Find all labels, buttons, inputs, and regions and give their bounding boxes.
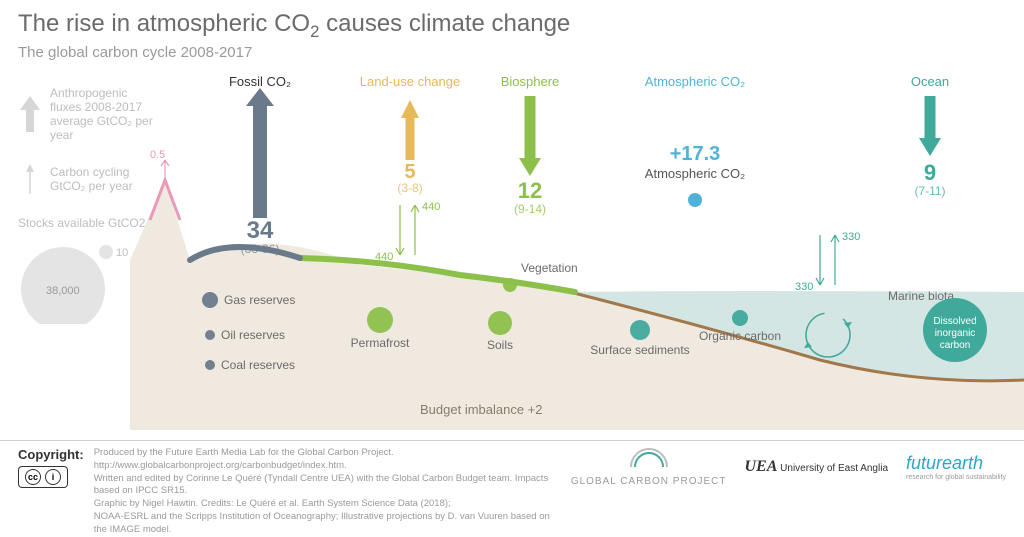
- svg-text:34: 34: [247, 217, 274, 244]
- credits-text: Produced by the Future Earth Media Lab f…: [94, 447, 561, 537]
- logo-uea: UEA University of East Anglia: [744, 458, 888, 476]
- svg-text:Coal reserves: Coal reserves: [221, 358, 295, 372]
- page-subtitle: The global carbon cycle 2008-2017: [18, 44, 570, 61]
- svg-text:330: 330: [842, 231, 860, 243]
- svg-text:(9-14): (9-14): [514, 202, 546, 216]
- flux-fossil: Fossil CO₂: [210, 74, 310, 91]
- svg-text:Organic carbon: Organic carbon: [699, 329, 781, 343]
- svg-text:inorganic: inorganic: [935, 328, 976, 339]
- svg-text:Dissolved: Dissolved: [933, 316, 976, 327]
- svg-text:Permafrost: Permafrost: [351, 336, 410, 350]
- flux-ocean: Ocean: [890, 74, 970, 91]
- svg-text:carbon: carbon: [940, 340, 971, 351]
- svg-text:(3-8): (3-8): [397, 181, 422, 195]
- svg-text:330: 330: [795, 281, 813, 293]
- copyright-label: Copyright:: [18, 447, 84, 462]
- flux-bio: Biosphere: [480, 74, 580, 91]
- footer: Copyright: cci Produced by the Future Ea…: [0, 440, 1024, 518]
- cc-badge-icon: cci: [18, 466, 68, 488]
- svg-text:Gas reserves: Gas reserves: [224, 293, 295, 307]
- svg-text:+17.3: +17.3: [670, 143, 721, 165]
- budget-text: Budget imbalance +2: [420, 402, 543, 417]
- svg-text:Soils: Soils: [487, 338, 513, 352]
- footer-logos: GLOBAL CARBON PROJECT UEA University of …: [571, 447, 1006, 487]
- logo-gcp: GLOBAL CARBON PROJECT: [571, 447, 727, 487]
- svg-text:5: 5: [404, 161, 415, 183]
- svg-text:440: 440: [375, 251, 393, 263]
- flux-atmos: Atmospheric CO₂: [620, 74, 770, 91]
- svg-text:(33-36): (33-36): [241, 242, 280, 256]
- svg-text:0.5: 0.5: [150, 149, 165, 161]
- svg-text:Vegetation: Vegetation: [521, 261, 578, 275]
- flux-landuse: Land-use change: [350, 74, 470, 91]
- svg-text:(7-11): (7-11): [914, 184, 945, 198]
- svg-text:9: 9: [924, 160, 936, 185]
- svg-text:Surface sediments: Surface sediments: [590, 343, 689, 357]
- page-title: The rise in atmospheric CO2 causes clima…: [18, 10, 570, 42]
- logo-futurearth: futurearth research for global sustainab…: [906, 453, 1006, 481]
- svg-text:Oil reserves: Oil reserves: [221, 328, 285, 342]
- svg-text:Atmospheric CO₂: Atmospheric CO₂: [645, 166, 745, 181]
- svg-text:12: 12: [518, 178, 542, 203]
- carbon-cycle-diagram: 0.534(33-36)5(3-8)12(9-14)+17.3Atmospher…: [0, 60, 1024, 430]
- svg-text:440: 440: [422, 201, 440, 213]
